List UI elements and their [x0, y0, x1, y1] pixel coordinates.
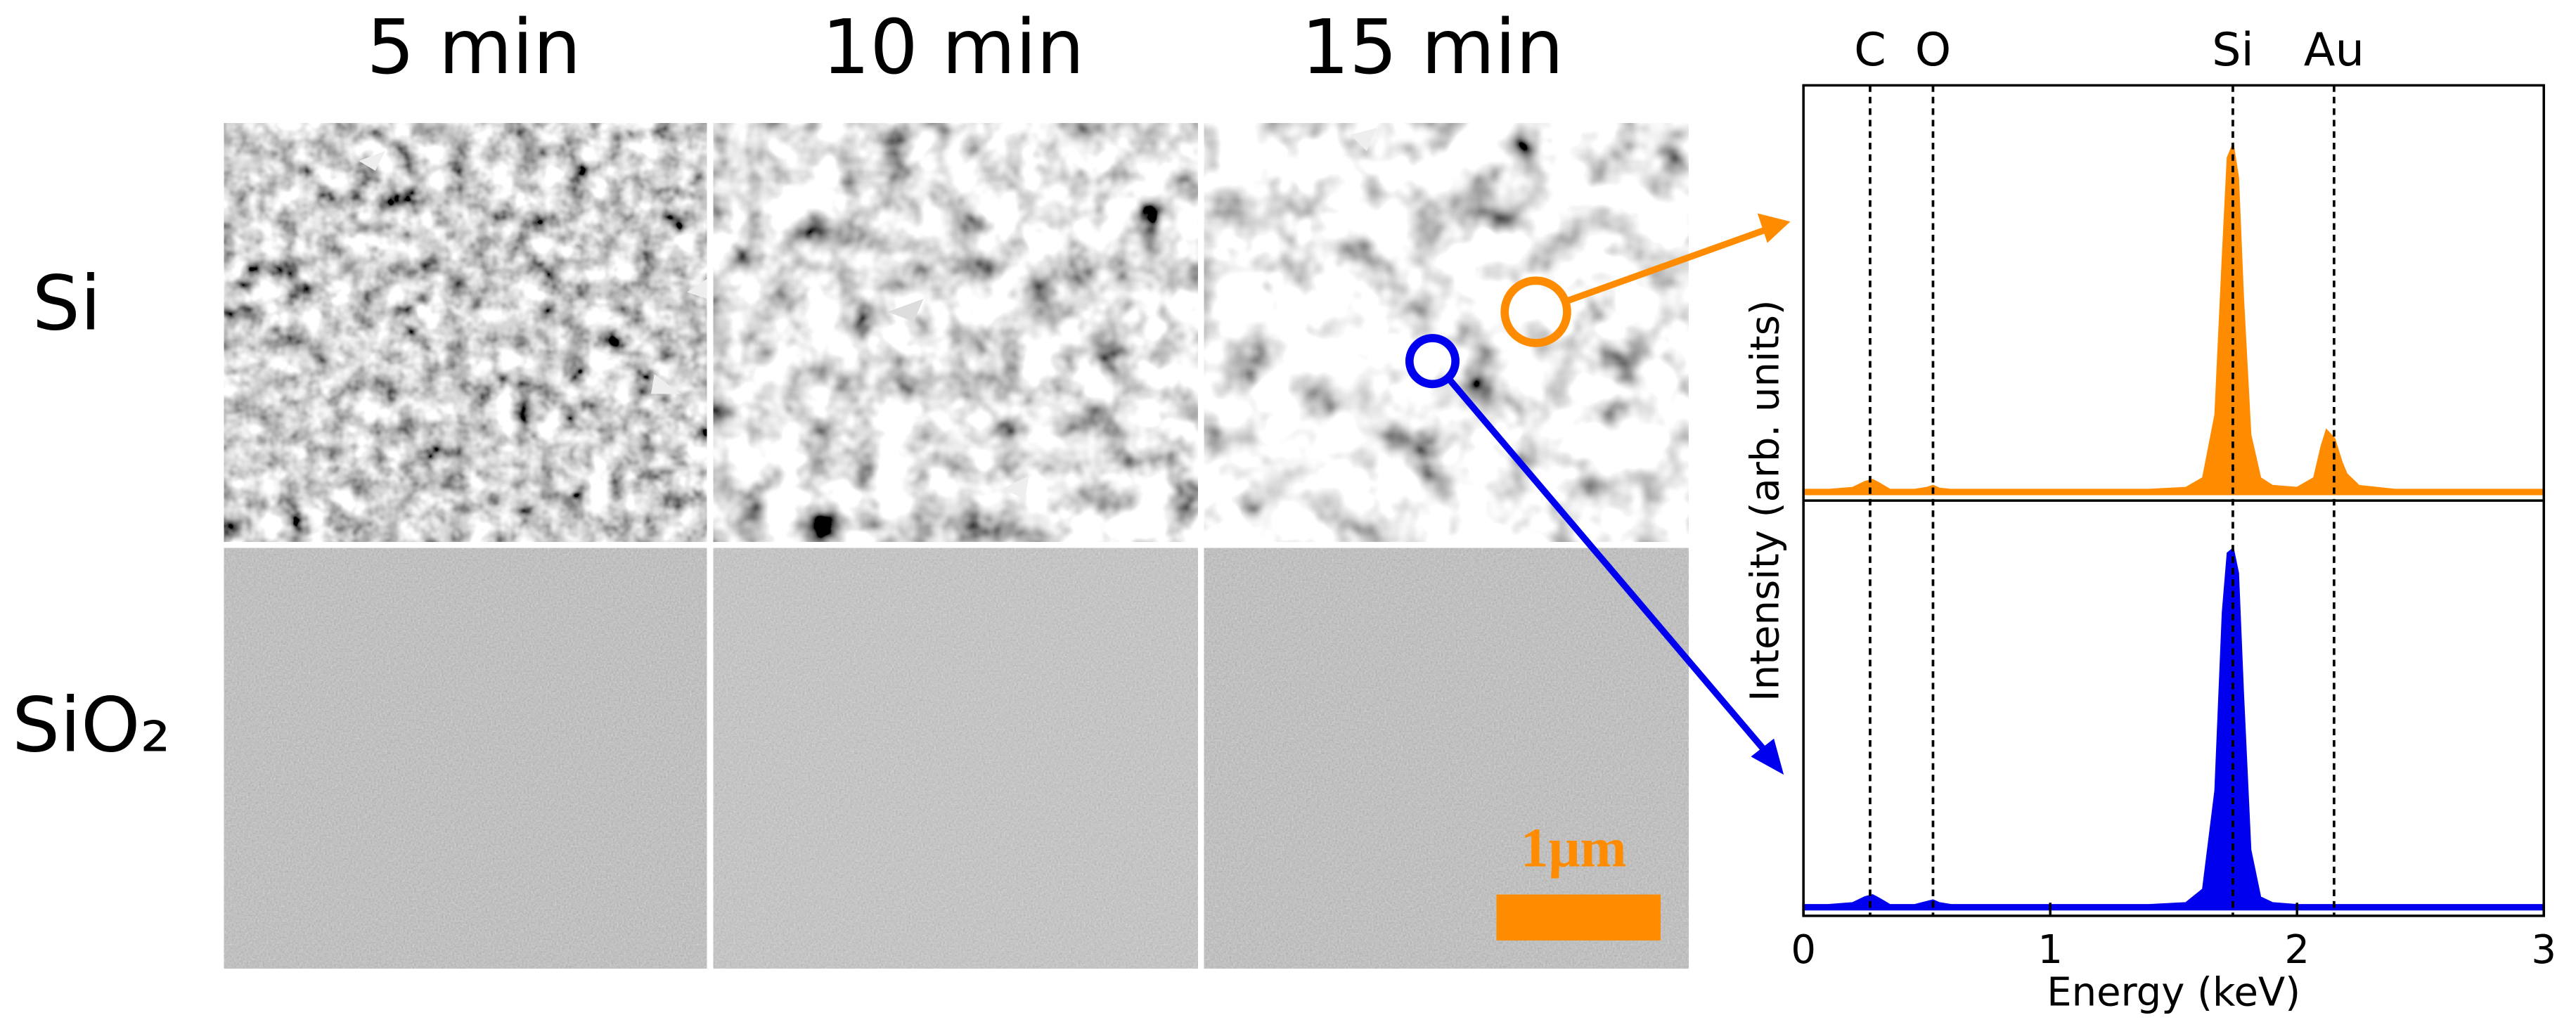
sem-image — [1204, 123, 1689, 542]
y-axis-label: Intensity (arb. units) — [1742, 299, 1788, 702]
particle — [687, 278, 707, 299]
column-label: 15 min — [1301, 4, 1564, 91]
peak-label: C — [1854, 23, 1886, 77]
particle — [887, 298, 924, 322]
sem-images — [224, 123, 1689, 969]
sem-image — [224, 548, 707, 969]
arrowhead — [1757, 213, 1791, 243]
column-label: 10 min — [822, 4, 1084, 91]
column-label: 5 min — [366, 4, 581, 91]
sem-image — [224, 123, 707, 542]
spectra-chart: C O Si Au 0 1 2 3 Energy (keV) Intensity (arb. un… — [1742, 23, 2556, 1016]
spectrum — [1802, 547, 2545, 911]
sem-image — [713, 548, 1198, 969]
arrow — [1567, 226, 1767, 304]
probe-circle — [1405, 334, 1460, 389]
arrow — [1448, 378, 1769, 754]
peak-label: Au — [2304, 23, 2364, 77]
x-tick-label: 2 — [2284, 927, 2310, 973]
arrowhead — [1751, 738, 1784, 775]
x-tick-label: 0 — [1791, 927, 1816, 973]
scale-bar-label: 1μm — [1521, 817, 1627, 879]
particle — [1350, 128, 1377, 151]
x-tick-label: 3 — [2531, 927, 2556, 973]
peak-label: O — [1915, 23, 1951, 77]
sem-image — [713, 123, 1198, 542]
particle — [359, 150, 385, 171]
row-label: SiO₂ — [12, 681, 171, 769]
row-label: Si — [32, 259, 101, 347]
x-tick-label: 1 — [2037, 927, 2063, 973]
peak-label: Si — [2212, 23, 2254, 77]
particle — [651, 374, 681, 394]
scale-bar — [1496, 894, 1661, 941]
probe-circle — [1500, 276, 1571, 347]
spectrum — [1802, 141, 2545, 496]
particle — [1002, 476, 1029, 499]
x-axis-label: Energy (keV) — [2047, 970, 2300, 1016]
